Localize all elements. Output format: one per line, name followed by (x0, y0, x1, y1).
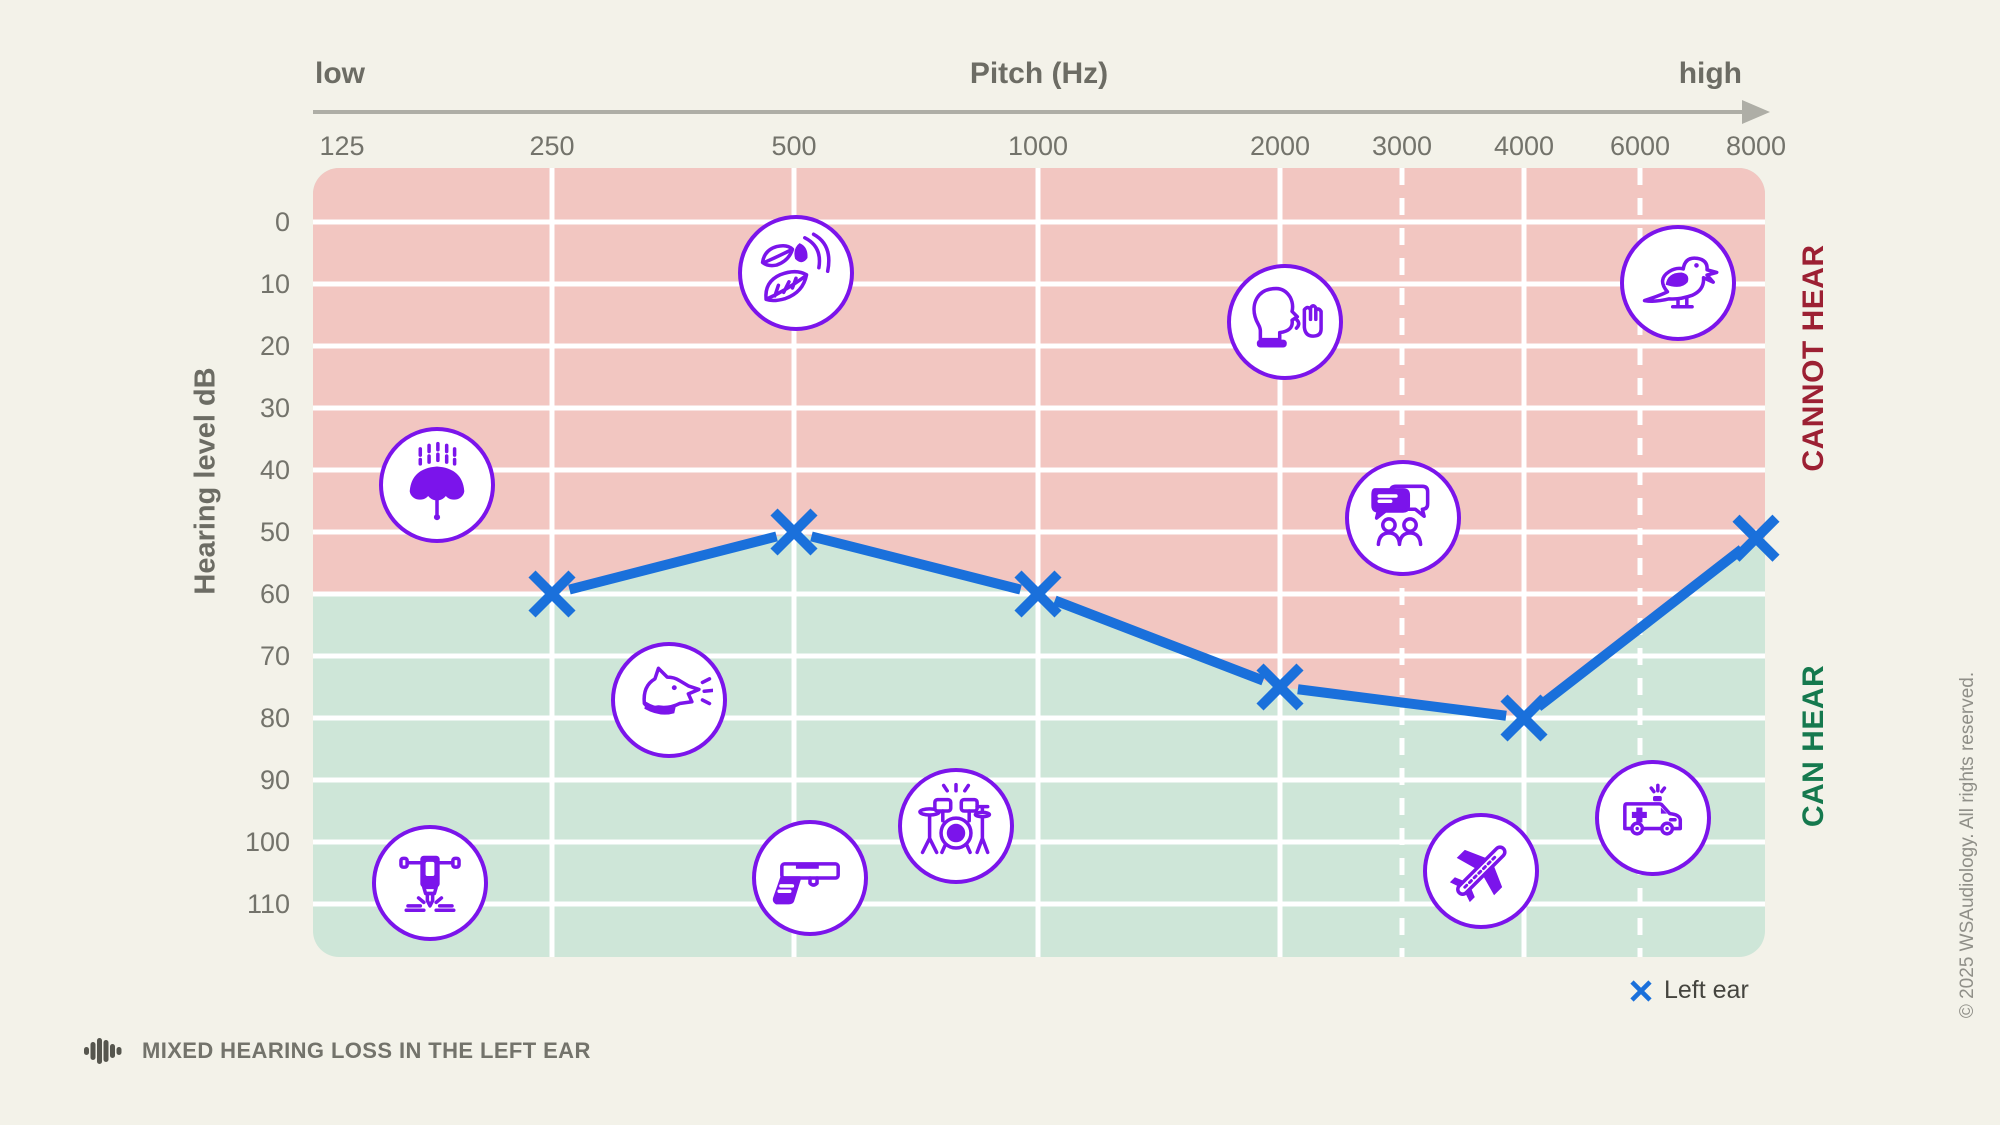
left-ear-x-marker-icon (1630, 979, 1652, 1002)
y-tick-label-110: 110 (246, 889, 290, 919)
can-hear-zone-label: CAN HEAR (1797, 664, 1830, 828)
left-ear-marker-4000 (1500, 694, 1548, 742)
whisper-icon-badge (1227, 264, 1343, 380)
y-tick-label-100: 100 (244, 827, 290, 857)
x-tick-label-250: 250 (529, 131, 575, 161)
x-tick-label-4000: 4000 (1493, 131, 1555, 161)
y-tick-label-90: 90 (259, 765, 290, 795)
soundwave-logo-icon (84, 1038, 122, 1064)
legend-label: Left ear (1664, 976, 1749, 1004)
plot-area (313, 168, 1765, 957)
x-tick-label-1000: 1000 (1007, 131, 1069, 161)
left-ear-marker-1000 (1014, 570, 1062, 618)
hearing-line-segment (1535, 545, 1745, 711)
x-tick-label-2000: 2000 (1249, 131, 1311, 161)
x-axis-high-label: high (1678, 57, 1742, 90)
jackhammer-icon-badge (372, 825, 488, 941)
x-tick-label-6000: 6000 (1609, 131, 1671, 161)
copyright-text: © 2025 WSAudiology. All rights reserved. (1957, 671, 1978, 1019)
caption-text: MIXED HEARING LOSS IN THE LEFT EAR (142, 1038, 591, 1063)
airplane-icon-badge (1423, 813, 1539, 929)
x-tick-label-3000: 3000 (1371, 131, 1433, 161)
ambulance-icon-badge (1595, 760, 1711, 876)
pitch-axis-arrow (313, 100, 1770, 124)
left-ear-marker-2000 (1256, 663, 1304, 711)
cannot-hear-zone-label: CANNOT HEAR (1797, 244, 1830, 472)
y-tick-label-80: 80 (259, 703, 290, 733)
left-ear-marker-500 (770, 508, 818, 556)
rustling-leaves-icon-badge (738, 215, 854, 331)
hearing-line-segment (1053, 595, 1265, 686)
legend-left-ear: Left ear (1628, 976, 1749, 1005)
icon-circle (1345, 460, 1461, 576)
x-tick-label-8000: 8000 (1725, 131, 1787, 161)
drums-icon-badge (898, 768, 1014, 884)
y-tick-label-50: 50 (259, 517, 290, 547)
y-tick-label-30: 30 (259, 393, 290, 423)
y-tick-label-40: 40 (259, 455, 290, 485)
y-tick-label-70: 70 (259, 641, 290, 671)
y-tick-label-10: 10 (259, 269, 290, 299)
left-ear-marker-8000 (1732, 514, 1780, 562)
hearing-line-segment (568, 531, 778, 595)
x-tick-label-500: 500 (771, 131, 817, 161)
y-axis-title: Hearing level dB (189, 367, 222, 595)
y-tick-label-60: 60 (259, 579, 290, 609)
rain-umbrella-icon-badge (379, 427, 495, 543)
bird-icon-badge (1620, 225, 1736, 341)
y-tick-label-0: 0 (274, 207, 290, 237)
dog-bark-icon-badge (611, 642, 727, 758)
x-axis-low-label: low (315, 57, 365, 90)
gun-icon-badge (752, 820, 868, 936)
left-ear-marker-250 (528, 570, 576, 618)
y-tick-label-20: 20 (259, 331, 290, 361)
x-tick-label-125: 125 (319, 131, 365, 161)
hearing-line-segment (810, 531, 1022, 595)
hearing-line-segment (1297, 684, 1507, 721)
conversation-icon-badge (1345, 460, 1461, 576)
footer-caption: MIXED HEARING LOSS IN THE LEFT EAR (84, 1036, 591, 1066)
x-axis-title: Pitch (Hz) (969, 57, 1109, 90)
